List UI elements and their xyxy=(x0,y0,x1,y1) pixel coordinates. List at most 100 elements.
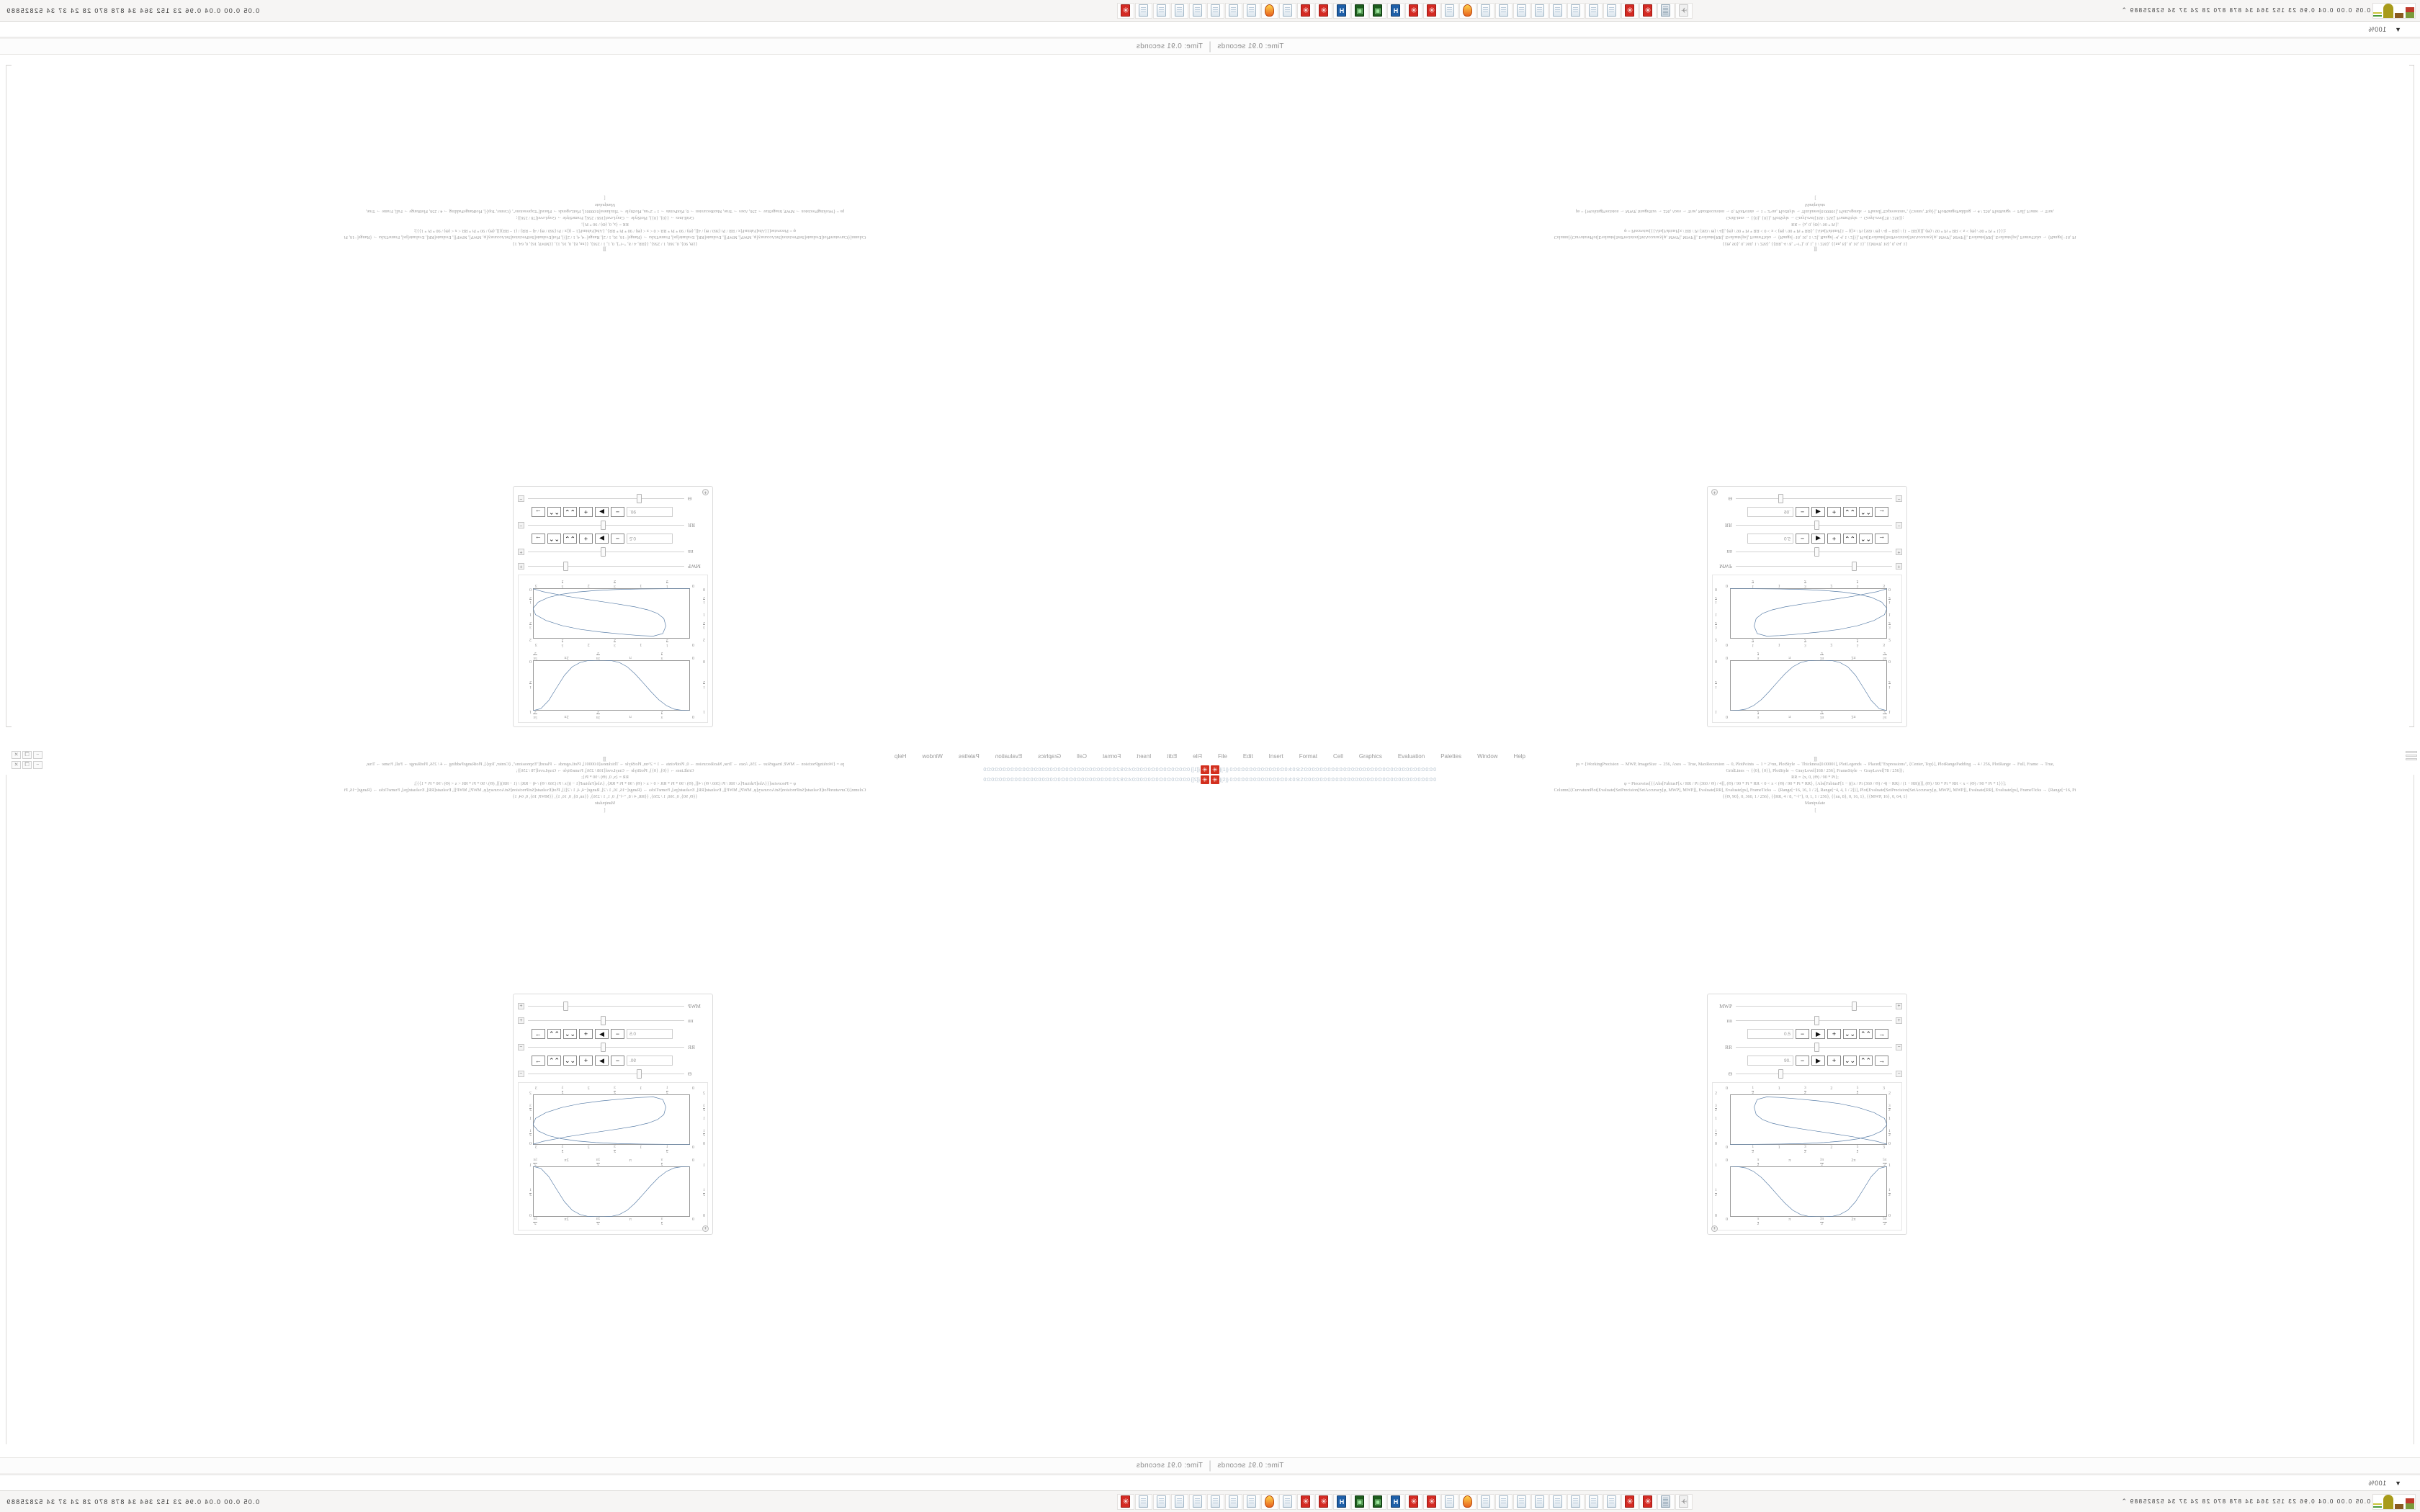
expand-control-icon[interactable]: + xyxy=(1896,549,1902,555)
menu-item-window[interactable]: Window xyxy=(922,752,943,760)
slider-thumb[interactable] xyxy=(1778,494,1783,503)
task-button[interactable] xyxy=(1657,2,1675,19)
step-down-button[interactable]: ⌄⌄ xyxy=(1843,1056,1857,1066)
task-button[interactable] xyxy=(1477,1493,1494,1510)
slider-MWP[interactable] xyxy=(528,1002,684,1011)
task-button[interactable] xyxy=(1117,2,1134,19)
manipulate-controls[interactable]: MWP + nn +0.5− ▶ + ⌄⌄ ⌃⌃ → RR −90. − ▶ + ⌄⌄ ⌃⌃ → Θ − xyxy=(518,1000,708,1080)
step-up-button[interactable]: ⌃⌃ xyxy=(547,1056,561,1066)
step-down-button[interactable]: ⌄⌄ xyxy=(563,1029,577,1039)
play-button[interactable]: ▶ xyxy=(595,1029,609,1039)
step-up-button[interactable]: ⌃⌃ xyxy=(1859,1056,1873,1066)
collapse-control-icon[interactable]: − xyxy=(1896,1044,1902,1050)
expand-control-icon[interactable]: + xyxy=(1896,563,1902,570)
slider-row-RR[interactable]: RR − xyxy=(518,519,708,531)
slider-row-nn[interactable]: nn + xyxy=(518,1014,708,1027)
menu-item-evaluation[interactable]: Evaluation xyxy=(1397,752,1425,760)
animator-controls[interactable]: 0.5− ▶ + ⌄⌄ ⌃⌃ → xyxy=(518,534,686,544)
reset-button[interactable]: → xyxy=(532,534,545,544)
task-button[interactable] xyxy=(1585,2,1603,19)
increment-button[interactable]: + xyxy=(579,1056,593,1066)
animator-controls[interactable]: 0.5− ▶ + ⌄⌄ ⌃⌃ → xyxy=(1734,1029,1902,1039)
task-button[interactable] xyxy=(1513,1493,1531,1510)
task-button[interactable] xyxy=(1369,1493,1386,1510)
zoom-bar-top[interactable]: ▼ 100% xyxy=(0,22,2420,37)
chevron-up-icon[interactable]: ⌃ xyxy=(2121,6,2128,14)
animator-controls[interactable]: 0.5− ▶ + ⌄⌄ ⌃⌃ → xyxy=(1734,534,1902,544)
task-button[interactable] xyxy=(1279,1493,1296,1510)
system-monitor-widget[interactable]: 0.05 0.00 0.04 0.96 23 152 364 34 878 87… xyxy=(2121,1493,2420,1511)
step-down-button[interactable]: ⌄⌄ xyxy=(1843,507,1857,517)
animator-controls[interactable]: 90. − ▶ + ⌄⌄ ⌃⌃ → xyxy=(1734,507,1902,517)
task-button[interactable] xyxy=(1549,2,1567,19)
wolfram-spikey-icon[interactable]: ✳ xyxy=(1201,775,1209,784)
manipulate-panel[interactable]: MWP + nn +0.5− ▶ + ⌄⌄ ⌃⌃ → RR −90. − ▶ + ⌄⌄ ⌃⌃ → Θ −0 0 1 2 1 2… xyxy=(1707,994,1907,1235)
slider-thumb[interactable] xyxy=(1851,1002,1857,1011)
decrement-button[interactable]: − xyxy=(1796,1029,1809,1039)
menu-item-edit[interactable]: Edit xyxy=(1167,752,1178,760)
reset-button[interactable]: → xyxy=(1875,534,1888,544)
task-button[interactable] xyxy=(1621,1493,1639,1510)
task-button[interactable] xyxy=(1495,2,1512,19)
task-button[interactable] xyxy=(1585,1493,1603,1510)
task-button[interactable] xyxy=(1171,1493,1188,1510)
decrement-button[interactable]: − xyxy=(611,1056,624,1066)
close-button[interactable]: ✕ xyxy=(12,761,21,769)
decrement-button[interactable]: − xyxy=(1796,534,1809,544)
expand-control-icon[interactable]: + xyxy=(518,549,524,555)
selection-handles-left[interactable] xyxy=(2406,750,2417,762)
expand-control-icon[interactable]: + xyxy=(518,1017,524,1024)
slider-thumb[interactable] xyxy=(1814,1043,1819,1052)
slider-thumb[interactable] xyxy=(563,1002,569,1011)
menu-item-window[interactable]: Window xyxy=(1477,752,1498,760)
reset-button[interactable]: → xyxy=(1875,1056,1888,1066)
slider-thumb[interactable] xyxy=(601,1016,606,1025)
menu-bar-row[interactable]: File Edit Insert Format Cell Graphics Evaluati… xyxy=(1218,753,1525,760)
play-button[interactable]: ▶ xyxy=(1811,1029,1825,1039)
task-button[interactable] xyxy=(1531,1493,1549,1510)
code-line[interactable]: GridLines → {{0}, {0}}, PlotStyle → Gray… xyxy=(516,215,694,221)
slider-thumb[interactable] xyxy=(601,547,606,557)
task-button[interactable] xyxy=(1297,2,1314,19)
task-button[interactable] xyxy=(1603,1493,1621,1510)
notebook-titlebar-top[interactable]: Time: 0.91 seconds | Time: 0.91 seconds xyxy=(0,39,2420,55)
slider-row-Θ[interactable]: Θ − xyxy=(1712,1068,1902,1080)
increment-button[interactable]: + xyxy=(1827,507,1841,517)
menu-item-help[interactable]: Help xyxy=(894,752,907,760)
task-button[interactable] xyxy=(1603,2,1621,19)
triangle-down-icon[interactable]: ▼ xyxy=(2395,1479,2401,1487)
step-down-button[interactable]: ⌄⌄ xyxy=(563,1056,577,1066)
play-button[interactable]: ▶ xyxy=(595,1056,609,1066)
slider-Θ[interactable] xyxy=(528,494,684,503)
collapse-control-icon[interactable]: − xyxy=(518,1071,524,1077)
animator-controls[interactable]: 0.5− ▶ + ⌄⌄ ⌃⌃ → xyxy=(518,1029,686,1039)
collapse-control-icon[interactable]: − xyxy=(518,522,524,528)
task-list[interactable] xyxy=(1117,2,1693,19)
task-button[interactable] xyxy=(1135,2,1152,19)
task-button[interactable] xyxy=(1153,1493,1170,1510)
code-line[interactable]: {{Θ, 90}, 0, 360, 1 / 256}, {{RR, 4 / 8,… xyxy=(1722,793,1908,799)
increment-button[interactable]: + xyxy=(1827,534,1841,544)
wolfram-spikey-icon[interactable]: ✳ xyxy=(1211,775,1219,784)
decrement-button[interactable]: − xyxy=(1796,507,1809,517)
menu-item-cell[interactable]: Cell xyxy=(1333,752,1343,760)
expand-control-icon[interactable]: + xyxy=(1896,1003,1902,1009)
task-button[interactable] xyxy=(1387,1493,1404,1510)
close-button[interactable]: ✕ xyxy=(12,751,21,759)
task-button[interactable] xyxy=(1495,1493,1512,1510)
increment-button[interactable]: + xyxy=(1827,1056,1841,1066)
increment-button[interactable]: + xyxy=(1827,1029,1841,1039)
animator-value-field[interactable]: 90. xyxy=(627,507,673,517)
animator-value-field[interactable]: 90. xyxy=(1747,507,1793,517)
task-button[interactable] xyxy=(1351,1493,1368,1510)
menu-item-cell[interactable]: Cell xyxy=(1077,752,1087,760)
play-button[interactable]: ▶ xyxy=(1811,507,1825,517)
triangle-down-icon[interactable]: ▼ xyxy=(2395,25,2401,33)
manipulate-panel[interactable]: 0 0 π 2 π 2 π π 3π 2 3π 2 2π 2π 5π 2 5π 2 0 0 1 2 1 2 1 1 0 0 1 2 1 2 1 1… xyxy=(513,486,713,727)
code-line[interactable]: ps = {WorkingPrecision → MWP, ImageSize … xyxy=(365,209,845,215)
input-cell-line-2[interactable]: {{2}} 0:0:0:0:0:0:0:0:0:0:0:0:0:0:0:4:0:… xyxy=(0,775,2420,784)
slider-RR[interactable] xyxy=(528,1043,684,1052)
task-button[interactable] xyxy=(1639,1493,1657,1510)
slider-MWP[interactable] xyxy=(1736,562,1892,571)
system-monitor-widget[interactable]: 0.05 0.00 0.04 0.96 23 152 364 34 878 87… xyxy=(2121,1,2420,20)
